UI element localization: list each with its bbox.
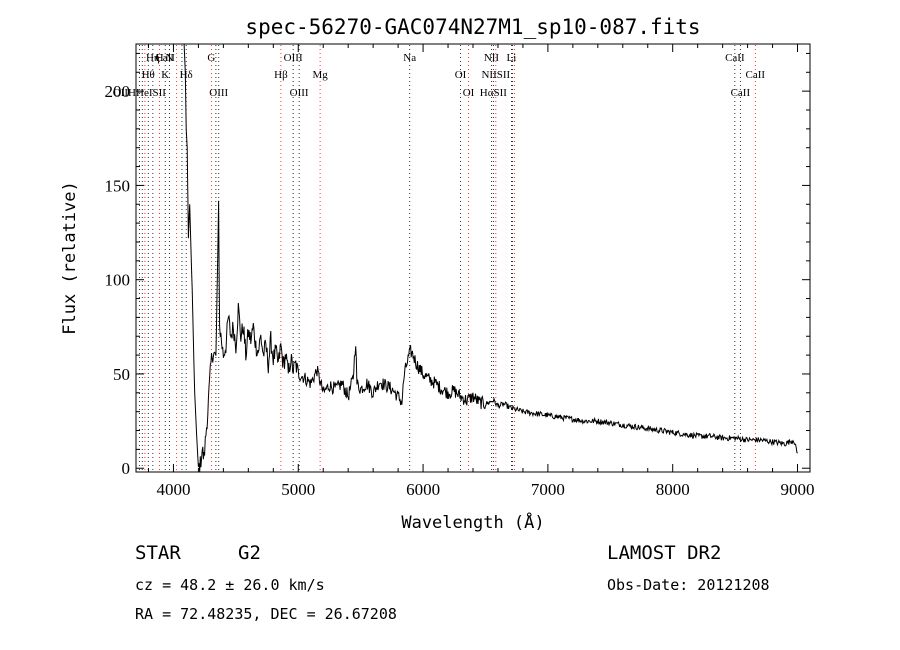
line-label: CaII (731, 87, 751, 99)
x-tick-label: 7000 (531, 480, 565, 499)
y-tick-label: 200 (105, 82, 131, 101)
line-label: Hθ (142, 69, 155, 81)
redshift-value: cz = 48.2 ± 26.0 km/s (135, 576, 325, 594)
y-tick-label: 0 (122, 459, 131, 478)
y-tick-label: 50 (113, 365, 130, 384)
line-label: K (161, 69, 169, 81)
object-subclass: G2 (238, 542, 261, 564)
coordinates: RA = 72.48235, DEC = 26.67208 (135, 605, 397, 623)
line-label: Hη (146, 52, 160, 64)
line-label: OI (463, 87, 475, 99)
line-label: Mg (312, 69, 328, 81)
x-tick-label: 9000 (781, 480, 815, 499)
chart-title: spec-56270-GAC074N27M1_sp10-087.fits (245, 15, 700, 39)
survey-name: LAMOST DR2 (607, 542, 722, 564)
x-tick-label: 5000 (281, 480, 315, 499)
axis-ticks: 4000 5000 6000 7000 8000 9000 0 50 100 150 200 (105, 44, 815, 499)
x-tick-label: 8000 (656, 480, 690, 499)
x-tick-label: 4000 (156, 480, 190, 499)
line-label: HαSII (480, 87, 507, 99)
line-label: G (207, 52, 215, 64)
line-label: OI (455, 69, 467, 81)
line-label: N (165, 52, 173, 64)
line-label: NII (484, 52, 500, 64)
spectral-line-markers (138, 45, 756, 472)
x-axis-label: Wavelength (Å) (401, 511, 544, 533)
line-label: CaII (746, 69, 766, 81)
y-tick-label: 100 (105, 271, 131, 290)
object-class: STAR (135, 542, 181, 564)
line-label: H (156, 52, 164, 64)
line-label: CaII (725, 52, 745, 64)
series-group (136, 43, 798, 473)
y-axis-label: Flux (relative) (60, 181, 80, 335)
line-label: OIIHHeISII (113, 87, 166, 99)
x-tick-label: 6000 (406, 480, 440, 499)
series-spectrum (136, 43, 798, 473)
line-label: OIII (284, 52, 303, 64)
line-label: CaII (155, 52, 175, 64)
line-label: OIII (290, 87, 309, 99)
line-label: OIII (209, 87, 228, 99)
line-label: Na (403, 52, 416, 64)
plot-frame (135, 43, 811, 473)
line-label: Li (507, 52, 517, 64)
line-label: Hβ (274, 69, 288, 81)
line-label: Hδ (180, 69, 193, 81)
observation-date: Obs-Date: 20121208 (607, 576, 770, 594)
line-label: NIISII (481, 69, 510, 81)
y-tick-label: 150 (105, 176, 131, 195)
